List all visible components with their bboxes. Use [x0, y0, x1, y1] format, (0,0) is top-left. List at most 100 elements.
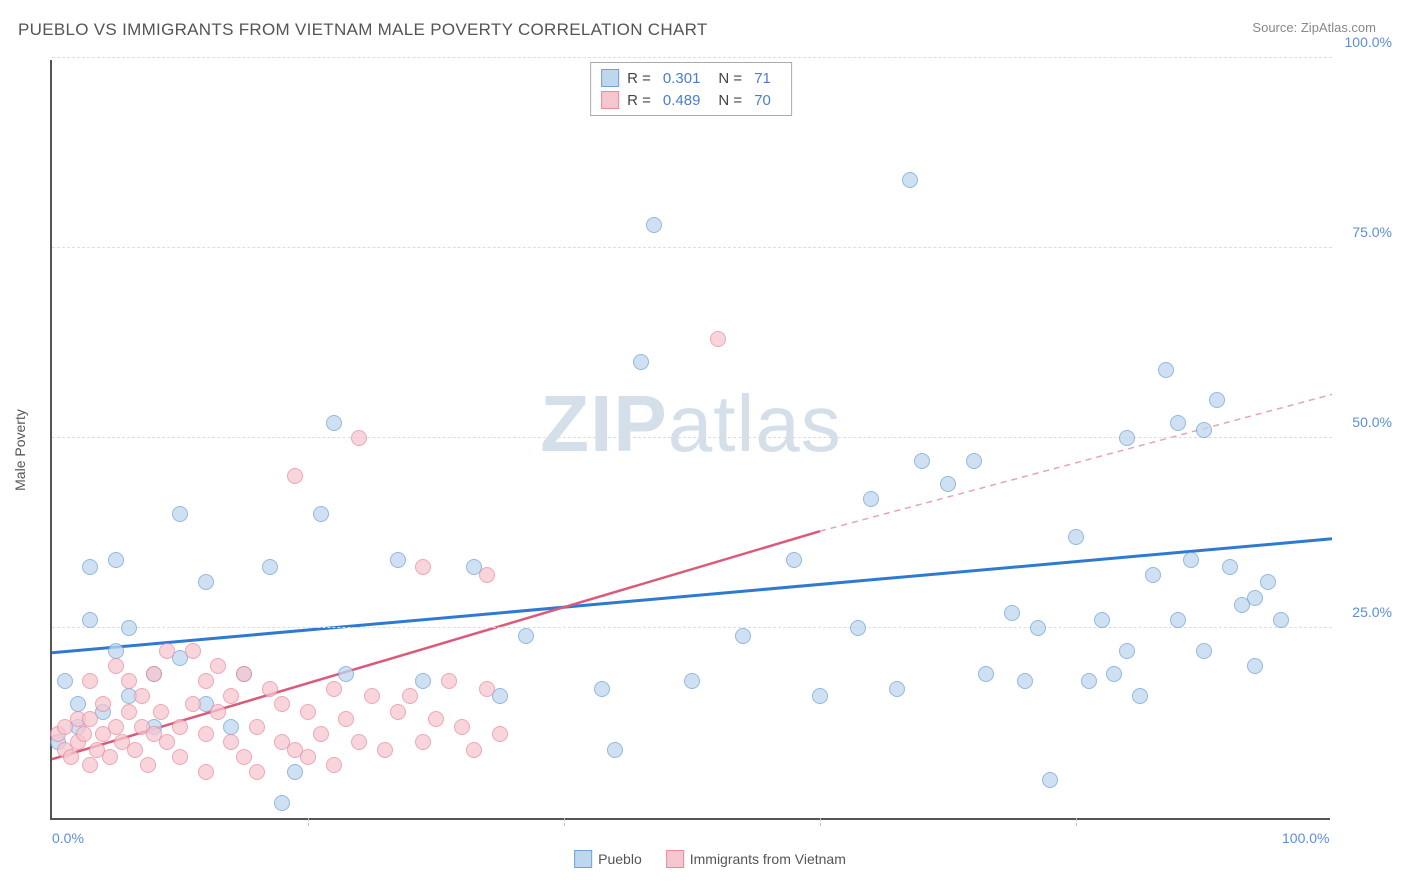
- x-tick-label: 0.0%: [52, 830, 84, 846]
- y-axis-label: Male Poverty: [12, 409, 28, 491]
- data-point: [492, 726, 508, 742]
- data-point: [287, 764, 303, 780]
- plot-area: ZIPatlas R = 0.301 N = 71 R = 0.489 N = …: [50, 60, 1330, 820]
- data-point: [82, 559, 98, 575]
- stat-n-label: N =: [718, 70, 742, 87]
- legend-swatch: [601, 69, 619, 87]
- data-point: [594, 681, 610, 697]
- legend-swatch: [666, 850, 684, 868]
- legend-swatch: [574, 850, 592, 868]
- data-point: [1081, 673, 1097, 689]
- y-tick-label: 100.0%: [1345, 34, 1392, 50]
- data-point: [1260, 574, 1276, 590]
- stat-n-value: 70: [754, 92, 771, 109]
- data-point: [978, 666, 994, 682]
- data-point: [210, 658, 226, 674]
- data-point: [121, 620, 137, 636]
- data-point: [236, 749, 252, 765]
- data-point: [633, 354, 649, 370]
- data-point: [863, 491, 879, 507]
- data-point: [1119, 430, 1135, 446]
- data-point: [121, 704, 137, 720]
- data-point: [914, 453, 930, 469]
- data-point: [57, 673, 73, 689]
- data-point: [210, 704, 226, 720]
- data-point: [1247, 590, 1263, 606]
- data-point: [351, 734, 367, 750]
- source-attribution: Source: ZipAtlas.com: [1252, 20, 1376, 35]
- data-point: [326, 415, 342, 431]
- stats-legend: R = 0.301 N = 71 R = 0.489 N = 70: [590, 62, 792, 116]
- chart-container: Male Poverty ZIPatlas R = 0.301 N = 71 R…: [50, 60, 1370, 840]
- data-point: [108, 719, 124, 735]
- data-point: [1119, 643, 1135, 659]
- data-point: [223, 719, 239, 735]
- data-point: [1145, 567, 1161, 583]
- data-point: [479, 681, 495, 697]
- x-tick-mark: [1076, 818, 1077, 826]
- data-point: [82, 673, 98, 689]
- data-point: [441, 673, 457, 689]
- data-point: [1222, 559, 1238, 575]
- watermark-bold: ZIP: [540, 379, 667, 468]
- data-point: [850, 620, 866, 636]
- data-point: [274, 795, 290, 811]
- y-tick-label: 75.0%: [1352, 224, 1392, 240]
- data-point: [172, 506, 188, 522]
- data-point: [1004, 605, 1020, 621]
- y-tick-label: 50.0%: [1352, 414, 1392, 430]
- data-point: [249, 764, 265, 780]
- data-point: [454, 719, 470, 735]
- data-point: [102, 749, 118, 765]
- data-point: [140, 757, 156, 773]
- legend-label: Pueblo: [598, 851, 642, 867]
- data-point: [82, 711, 98, 727]
- data-point: [415, 734, 431, 750]
- x-tick-label: 100.0%: [1282, 830, 1329, 846]
- data-point: [172, 749, 188, 765]
- data-point: [198, 673, 214, 689]
- data-point: [940, 476, 956, 492]
- data-point: [1273, 612, 1289, 628]
- data-point: [262, 559, 278, 575]
- source-link[interactable]: ZipAtlas.com: [1301, 20, 1376, 35]
- data-point: [351, 430, 367, 446]
- chart-title: PUEBLO VS IMMIGRANTS FROM VIETNAM MALE P…: [18, 20, 708, 40]
- x-tick-mark: [820, 818, 821, 826]
- data-point: [249, 719, 265, 735]
- bottom-legend: Pueblo Immigrants from Vietnam: [574, 850, 846, 868]
- data-point: [76, 726, 92, 742]
- data-point: [1170, 415, 1186, 431]
- data-point: [402, 688, 418, 704]
- data-point: [1068, 529, 1084, 545]
- data-point: [1030, 620, 1046, 636]
- watermark-rest: atlas: [668, 379, 842, 468]
- data-point: [390, 704, 406, 720]
- data-point: [127, 742, 143, 758]
- data-point: [646, 217, 662, 233]
- data-point: [223, 688, 239, 704]
- data-point: [108, 658, 124, 674]
- data-point: [185, 643, 201, 659]
- data-point: [63, 749, 79, 765]
- data-point: [95, 696, 111, 712]
- data-point: [1132, 688, 1148, 704]
- data-point: [274, 696, 290, 712]
- data-point: [300, 749, 316, 765]
- data-point: [1158, 362, 1174, 378]
- data-point: [966, 453, 982, 469]
- data-point: [313, 726, 329, 742]
- data-point: [153, 704, 169, 720]
- stat-n-label: N =: [718, 92, 742, 109]
- source-label: Source:: [1252, 20, 1297, 35]
- data-point: [198, 574, 214, 590]
- data-point: [159, 643, 175, 659]
- data-point: [428, 711, 444, 727]
- data-point: [108, 552, 124, 568]
- x-tick-mark: [564, 818, 565, 826]
- data-point: [134, 688, 150, 704]
- chart-header: PUEBLO VS IMMIGRANTS FROM VIETNAM MALE P…: [0, 0, 1406, 50]
- data-point: [607, 742, 623, 758]
- data-point: [262, 681, 278, 697]
- data-point: [70, 696, 86, 712]
